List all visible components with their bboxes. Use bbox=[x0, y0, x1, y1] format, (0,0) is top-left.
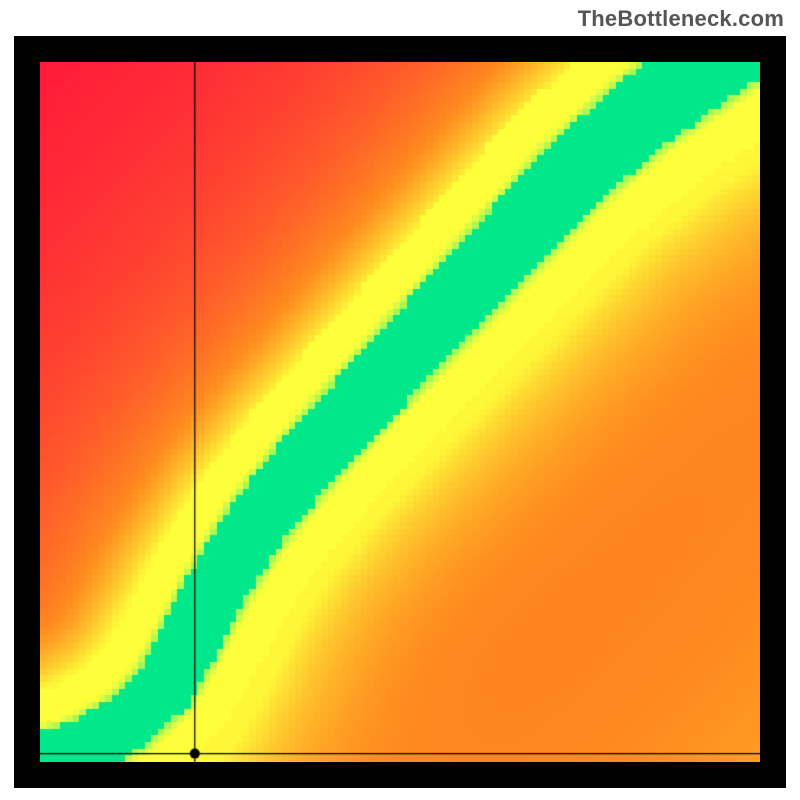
crosshair-overlay bbox=[40, 62, 760, 762]
watermark-text: TheBottleneck.com bbox=[578, 6, 784, 32]
